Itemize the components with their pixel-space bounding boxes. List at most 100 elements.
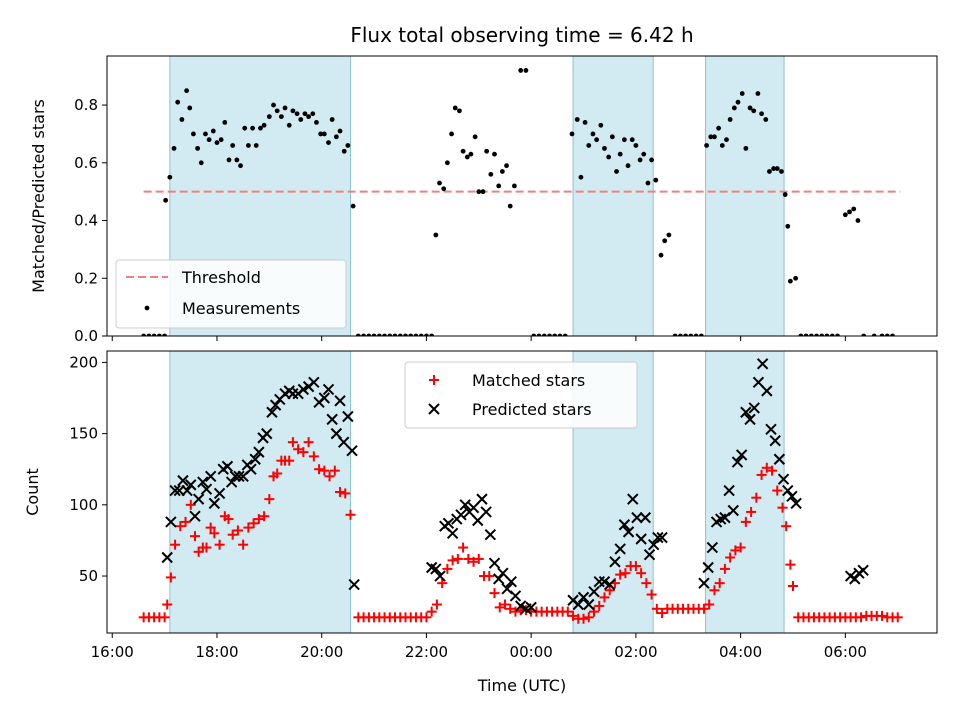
data-point-133 bbox=[719, 143, 725, 148]
data-point-70 bbox=[484, 571, 495, 582]
data-point-126 bbox=[777, 502, 788, 513]
data-point-68 bbox=[433, 232, 439, 238]
data-point-6 bbox=[185, 479, 197, 491]
data-point-2 bbox=[169, 484, 181, 497]
data-point-103 bbox=[752, 376, 765, 389]
x-tick-label: 02:00 bbox=[614, 643, 657, 661]
data-point-103 bbox=[590, 131, 596, 137]
data-point-102 bbox=[651, 603, 662, 614]
data-point-37 bbox=[318, 392, 331, 404]
data-point-100-b bbox=[740, 406, 752, 418]
data-point-91 bbox=[702, 561, 714, 574]
series-0 bbox=[138, 437, 903, 624]
x-tick-label: 06:00 bbox=[824, 643, 867, 661]
data-point-41 bbox=[306, 114, 312, 120]
data-point-56 bbox=[371, 333, 377, 336]
data-point-31-b bbox=[287, 388, 299, 400]
legend-predicted-label: Predicted stars bbox=[472, 400, 592, 419]
data-point-5-b bbox=[181, 484, 193, 497]
data-point-8-b bbox=[192, 493, 205, 505]
data-point-16 bbox=[225, 476, 238, 488]
data-point-137 bbox=[735, 99, 741, 105]
data-point-21 bbox=[226, 157, 232, 163]
chart-title: Flux total observing time = 6.42 h bbox=[350, 23, 693, 47]
data-point-111-b bbox=[786, 490, 798, 502]
data-point-21 bbox=[232, 525, 243, 536]
observing-window-3 bbox=[705, 56, 785, 336]
data-point-23 bbox=[253, 446, 265, 458]
data-point-168 bbox=[884, 333, 890, 336]
data-point-148 bbox=[779, 169, 784, 174]
data-point-13 bbox=[213, 487, 226, 500]
data-point-82 bbox=[488, 171, 494, 177]
data-point-106 bbox=[602, 145, 607, 151]
data-point-149 bbox=[782, 192, 788, 197]
data-point-25-b bbox=[261, 427, 273, 440]
data-point-160 bbox=[835, 333, 840, 336]
data-point-54 bbox=[459, 499, 471, 511]
data-point-15 bbox=[221, 460, 234, 473]
data-point-147 bbox=[774, 166, 780, 171]
data-point-89-b bbox=[656, 531, 668, 544]
data-point-78 bbox=[609, 556, 621, 568]
y-tick-label: 0.4 bbox=[74, 212, 98, 230]
data-point-142 bbox=[856, 612, 867, 623]
data-point-145 bbox=[767, 169, 772, 174]
data-point-17 bbox=[214, 539, 225, 550]
data-point-13 bbox=[195, 145, 200, 151]
data-point-51-b bbox=[446, 527, 459, 540]
data-point-37 bbox=[290, 108, 296, 114]
data-point-119 bbox=[653, 177, 659, 183]
data-point-110-b bbox=[782, 484, 794, 497]
data-point-86 bbox=[568, 610, 579, 621]
data-point-152 bbox=[793, 275, 799, 281]
data-point-93 bbox=[541, 333, 547, 336]
data-point-67 bbox=[468, 556, 479, 567]
y-tick-label: 0.8 bbox=[74, 96, 98, 114]
data-point-109 bbox=[777, 473, 790, 485]
data-point-58 bbox=[382, 333, 387, 336]
data-point-128 bbox=[785, 559, 796, 570]
data-point-57 bbox=[376, 333, 382, 336]
data-point-60 bbox=[484, 529, 497, 541]
data-point-61-b bbox=[488, 557, 501, 569]
data-point-72 bbox=[494, 602, 505, 613]
data-point-113 bbox=[629, 137, 635, 143]
data-point-83 bbox=[492, 151, 497, 157]
data-point-101-b bbox=[744, 413, 756, 426]
data-point-36 bbox=[286, 122, 292, 128]
data-point-0 bbox=[141, 333, 147, 336]
data-point-26 bbox=[245, 143, 251, 148]
y-tick-label: 0.6 bbox=[74, 154, 98, 172]
data-point-97 bbox=[727, 504, 740, 517]
data-point-162 bbox=[847, 209, 852, 215]
data-point-10 bbox=[185, 499, 196, 510]
data-point-21-b bbox=[245, 463, 257, 475]
data-point-15 bbox=[203, 131, 208, 137]
data-point-66 bbox=[509, 590, 522, 602]
data-point-105-b bbox=[761, 385, 773, 397]
data-point-22 bbox=[249, 453, 261, 465]
data-point-73 bbox=[583, 598, 595, 611]
data-point-71-b bbox=[572, 598, 585, 611]
data-point-47-b bbox=[430, 563, 442, 575]
data-point-68 bbox=[473, 553, 484, 564]
data-point-57 bbox=[472, 514, 484, 527]
data-point-69 bbox=[525, 601, 537, 614]
y-axis-label: Count bbox=[23, 468, 42, 516]
data-point-79 bbox=[614, 543, 626, 555]
data-point-9 bbox=[197, 476, 209, 488]
data-point-48 bbox=[333, 134, 339, 140]
data-point-136 bbox=[731, 105, 737, 111]
data-point-118 bbox=[649, 157, 655, 163]
data-point-62 bbox=[403, 333, 408, 336]
data-point-102 bbox=[748, 402, 760, 414]
data-point-18 bbox=[214, 140, 220, 145]
data-point-167 bbox=[879, 333, 885, 336]
data-point-48-b bbox=[434, 570, 446, 582]
data-point-91 bbox=[594, 600, 605, 611]
data-point-87 bbox=[507, 203, 513, 209]
data-point-139 bbox=[743, 145, 749, 151]
